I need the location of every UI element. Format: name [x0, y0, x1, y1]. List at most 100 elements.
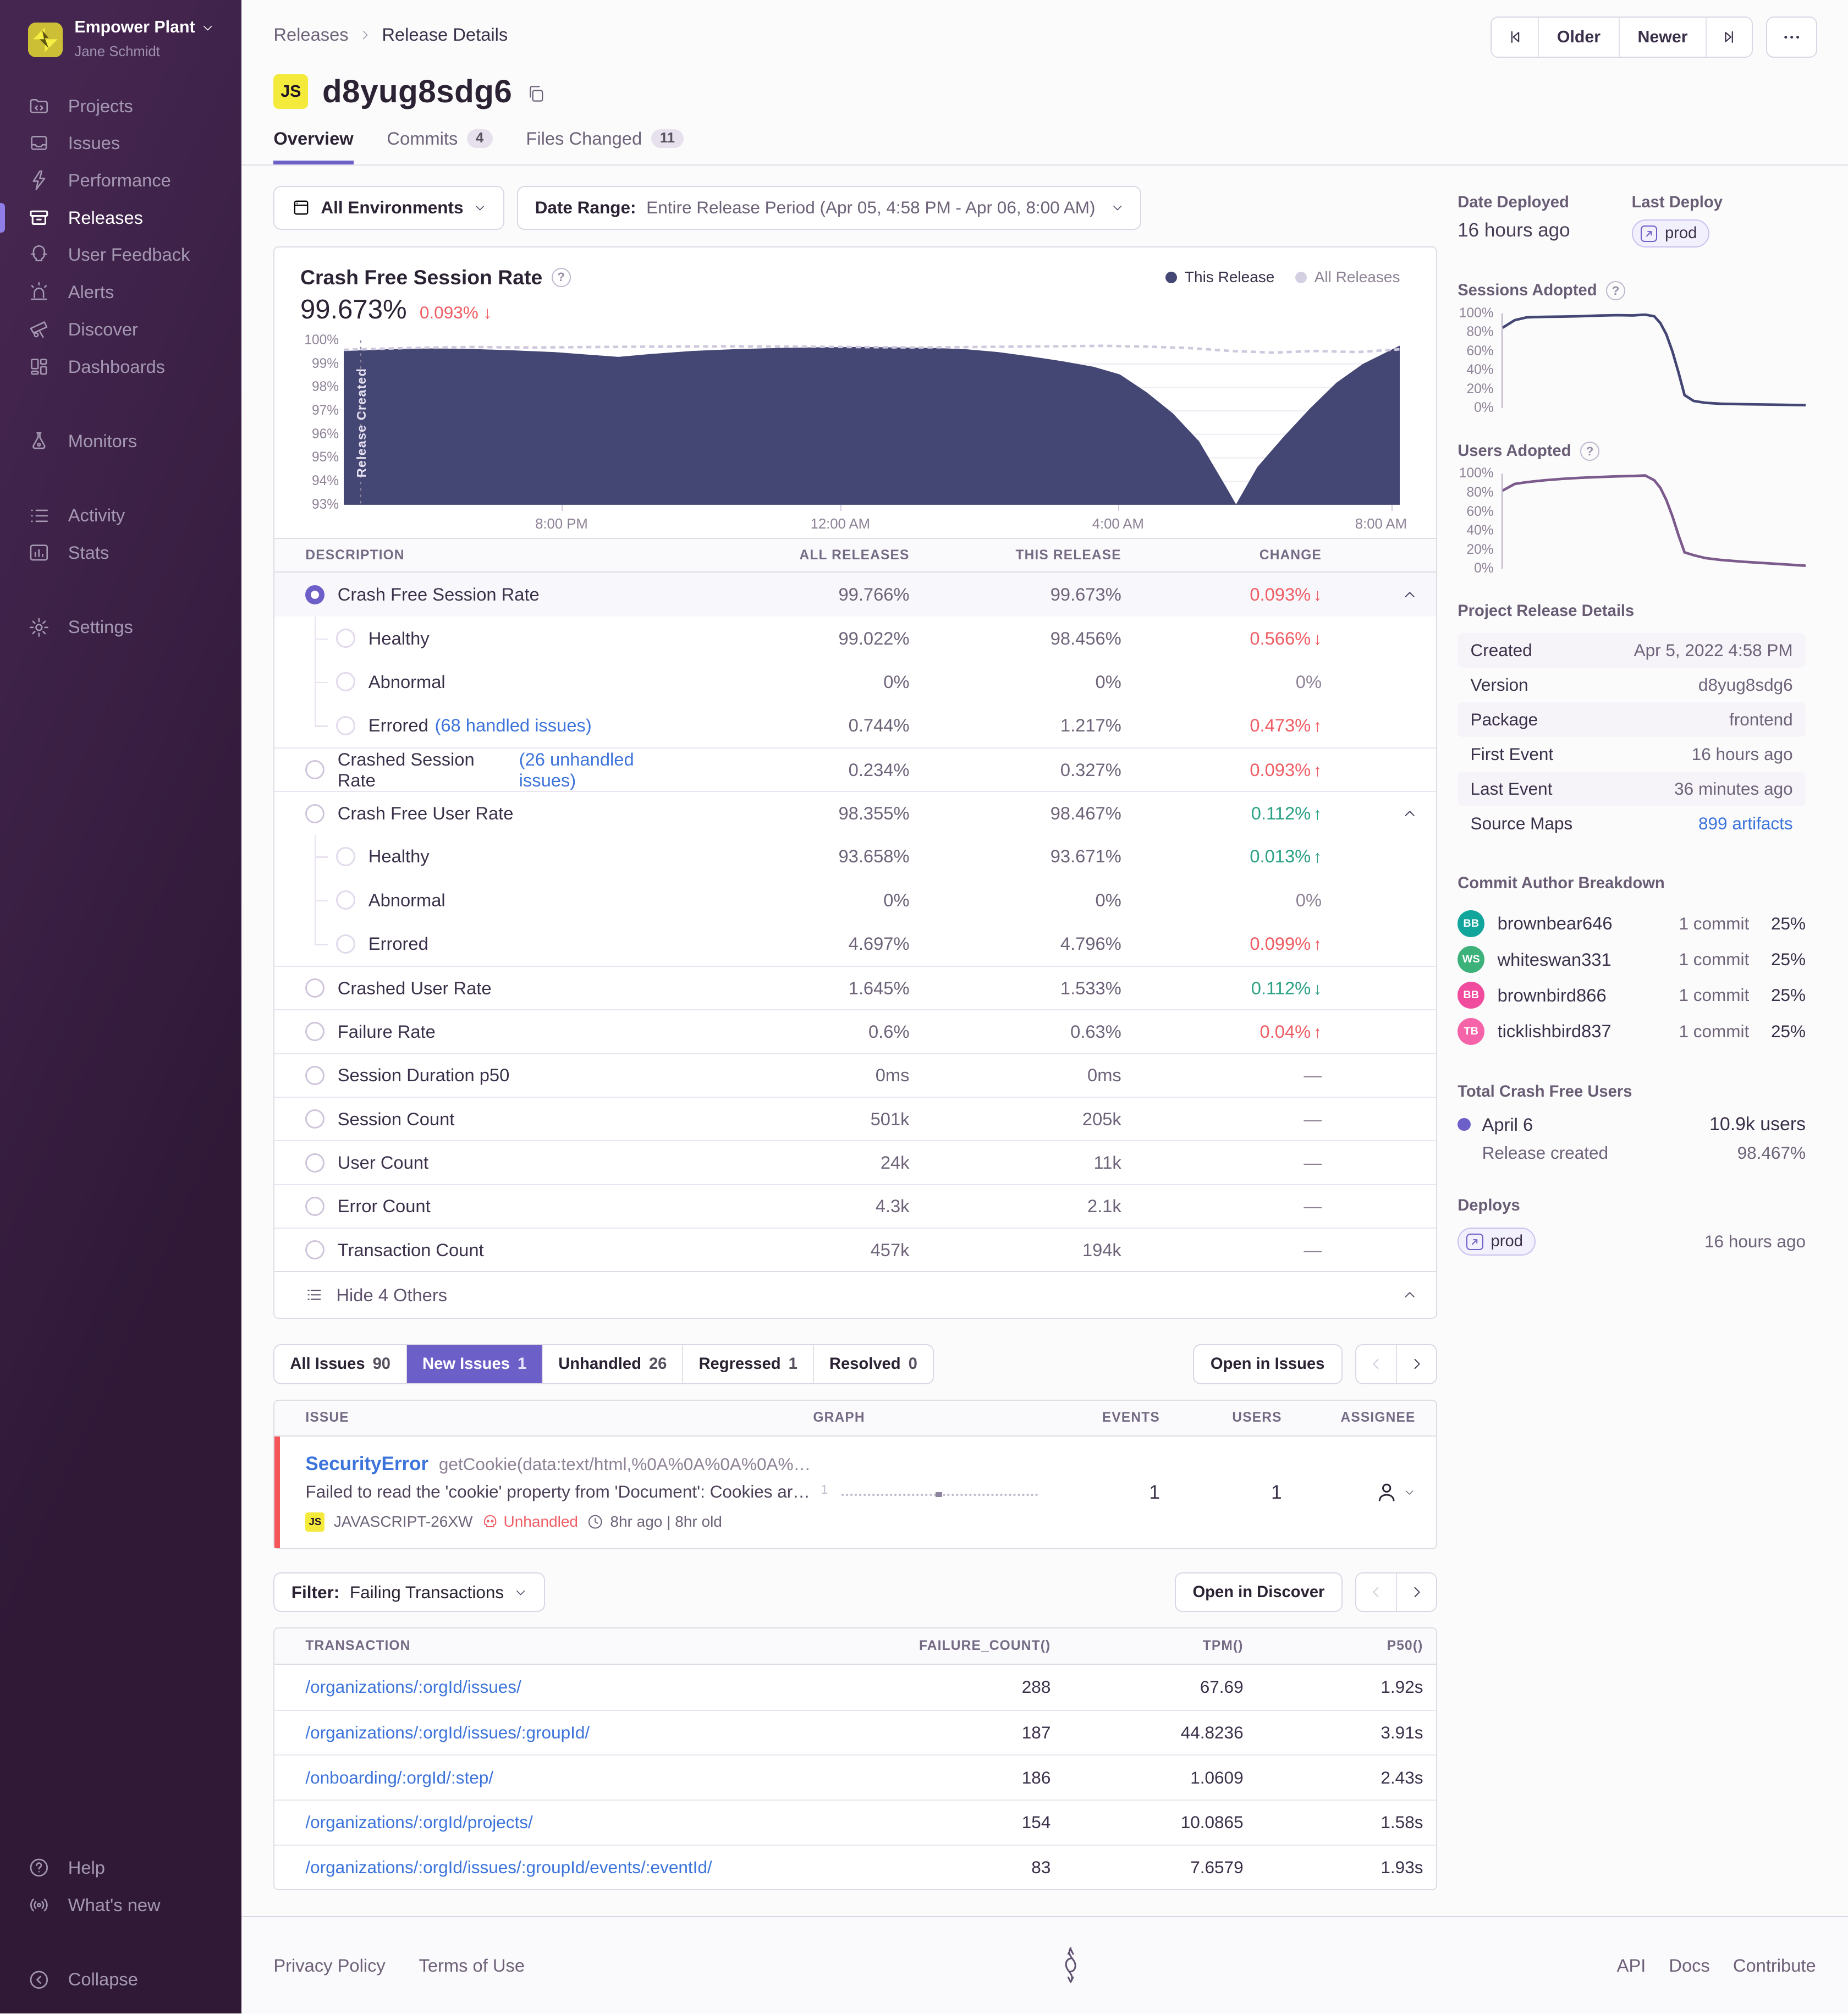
transaction-link[interactable]: /organizations/:orgId/issues/:groupId/	[305, 1722, 590, 1742]
next-page-button[interactable]	[1396, 1345, 1436, 1383]
chevron-up-icon[interactable]	[1401, 805, 1418, 822]
tab[interactable]: Overview	[273, 128, 354, 164]
sidebar-item-help[interactable]: Help	[0, 1849, 241, 1886]
newer-button[interactable]: Newer	[1618, 18, 1706, 57]
tab[interactable]: Commits 4	[387, 128, 493, 164]
metric-issues-link[interactable]: (26 unhandled issues)	[519, 749, 634, 790]
metric-row[interactable]: Session Count 501k 205k —	[274, 1096, 1436, 1140]
environment-filter[interactable]: All Environments	[273, 186, 504, 230]
metric-radio[interactable]	[305, 760, 325, 780]
sidebar-item-stats[interactable]: Stats	[0, 534, 241, 571]
footer-link[interactable]: Privacy Policy	[273, 1955, 386, 1976]
transaction-row[interactable]: /organizations/:orgId/issues/:groupId/ev…	[274, 1844, 1436, 1890]
transaction-link[interactable]: /onboarding/:orgId/:step/	[305, 1767, 494, 1787]
deploy-env-badge[interactable]: prod	[1458, 1228, 1536, 1256]
tab[interactable]: Files Changed 11	[526, 128, 684, 164]
footer-link[interactable]: Terms of Use	[419, 1955, 525, 1976]
metric-row[interactable]: Crash Free Session Rate 99.766% 99.673% …	[274, 573, 1436, 617]
open-in-discover-button[interactable]: Open in Discover	[1175, 1572, 1343, 1613]
prev-page-button[interactable]	[1356, 1345, 1396, 1383]
metric-radio[interactable]	[305, 585, 325, 604]
metric-row[interactable]: User Count 24k 11k —	[274, 1140, 1436, 1184]
metric-row[interactable]: Errored (68 handled issues) 0.744% 1.217…	[274, 703, 1436, 747]
metric-row[interactable]: Session Duration p50 0ms 0ms —	[274, 1053, 1436, 1097]
help-icon[interactable]: ?	[551, 267, 571, 287]
metric-issues-link[interactable]: (68 handled issues)	[435, 715, 592, 736]
skip-to-oldest-button[interactable]	[1492, 18, 1538, 57]
transaction-row[interactable]: /organizations/:orgId/issues/ 288 67.69 …	[274, 1665, 1436, 1710]
sidebar-item-dashboards[interactable]: Dashboards	[0, 348, 241, 386]
older-button[interactable]: Older	[1538, 18, 1619, 57]
copy-icon[interactable]	[526, 84, 546, 103]
transaction-link[interactable]: /organizations/:orgId/issues/:groupId/ev…	[305, 1857, 712, 1878]
sidebar-item-collapse[interactable]: Collapse	[0, 1961, 241, 1999]
sidebar-item-settings[interactable]: Settings	[0, 609, 241, 646]
crash-free-sessions-chart[interactable]: Release Created	[344, 340, 1400, 505]
footer-link[interactable]: Contribute	[1733, 1955, 1816, 1976]
metric-row[interactable]: Crashed Session Rate (26 unhandled issue…	[274, 747, 1436, 791]
open-in-issues-button[interactable]: Open in Issues	[1192, 1344, 1343, 1384]
sidebar-item-projects[interactable]: Projects	[0, 87, 241, 125]
help-icon[interactable]: ?	[1605, 281, 1625, 301]
metric-radio[interactable]	[336, 846, 356, 866]
prev-page-button[interactable]	[1356, 1573, 1396, 1611]
transaction-row[interactable]: /onboarding/:orgId/:step/ 186 1.0609 2.4…	[274, 1754, 1436, 1800]
sidebar-item-activity[interactable]: Activity	[0, 497, 241, 535]
last-deploy-badge[interactable]: prod	[1631, 219, 1710, 248]
org-switcher[interactable]: Empower Plant Jane Schmidt	[0, 13, 241, 67]
more-options-button[interactable]	[1766, 16, 1818, 58]
metric-row[interactable]: Crash Free User Rate 98.355% 98.467% 0.1…	[274, 791, 1436, 834]
sidebar-item-performance[interactable]: Performance	[0, 162, 241, 199]
metric-radio[interactable]	[336, 890, 356, 910]
metric-radio[interactable]	[305, 804, 325, 823]
metric-row[interactable]: Errored 4.697% 4.796% 0.099% ↑	[274, 922, 1436, 965]
sidebar-item-user-feedback[interactable]: User Feedback	[0, 236, 241, 274]
date-range-filter[interactable]: Date Range: Entire Release Period (Apr 0…	[517, 186, 1142, 230]
transaction-link[interactable]: /organizations/:orgId/projects/	[305, 1812, 533, 1833]
sidebar-item-releases[interactable]: Releases	[0, 199, 241, 236]
issue-assignee-selector[interactable]	[1295, 1480, 1436, 1504]
metric-radio[interactable]	[305, 1240, 325, 1260]
sidebar-item-monitors[interactable]: Monitors	[0, 422, 241, 460]
issues-filter-tab[interactable]: Unhandled 26	[542, 1345, 683, 1383]
sidebar-item-discover[interactable]: Discover	[0, 311, 241, 348]
sidebar-item-alerts[interactable]: Alerts	[0, 273, 241, 311]
transaction-row[interactable]: /organizations/:orgId/projects/ 154 10.0…	[274, 1799, 1436, 1845]
issues-filter-tab[interactable]: Regressed 1	[682, 1345, 813, 1383]
footer-link[interactable]: Docs	[1669, 1955, 1710, 1976]
issues-filter-tab[interactable]: New Issues 1	[406, 1345, 542, 1383]
metric-row[interactable]: Transaction Count 457k 194k —	[274, 1228, 1436, 1271]
breadcrumb-releases[interactable]: Releases	[273, 24, 349, 45]
metric-row[interactable]: Crashed User Rate 1.645% 1.533% 0.112% ↓	[274, 965, 1436, 1009]
metric-radio[interactable]	[305, 1109, 325, 1129]
metric-row[interactable]: Healthy 99.022% 98.456% 0.566% ↓	[274, 616, 1436, 661]
metric-radio[interactable]	[305, 978, 325, 998]
metric-row[interactable]: Healthy 93.658% 93.671% 0.013% ↑	[274, 834, 1436, 879]
issue-title-link[interactable]: SecurityError	[305, 1453, 429, 1475]
sidebar-item-issues[interactable]: Issues	[0, 124, 241, 162]
hide-others-toggle[interactable]: Hide 4 Others	[274, 1271, 1436, 1317]
metric-radio[interactable]	[305, 1022, 325, 1042]
next-page-button[interactable]	[1396, 1573, 1436, 1611]
sidebar-item-whats-new[interactable]: What's new	[0, 1886, 241, 1924]
metric-row[interactable]: Failure Rate 0.6% 0.63% 0.04% ↑	[274, 1009, 1436, 1053]
skip-to-newest-button[interactable]	[1706, 18, 1752, 57]
metric-row[interactable]: Abnormal 0% 0% 0%	[274, 878, 1436, 922]
footer-link[interactable]: API	[1616, 1955, 1646, 1976]
chevron-up-icon[interactable]	[1401, 586, 1418, 603]
metric-radio[interactable]	[336, 934, 356, 954]
metric-radio[interactable]	[305, 1153, 325, 1173]
metric-radio[interactable]	[336, 629, 356, 648]
metric-row[interactable]: Abnormal 0% 0% 0%	[274, 660, 1436, 704]
metric-radio[interactable]	[336, 716, 356, 735]
metric-radio[interactable]	[305, 1065, 325, 1085]
issues-filter-tab[interactable]: All Issues 90	[274, 1345, 406, 1383]
metric-radio[interactable]	[305, 1196, 325, 1216]
metric-row[interactable]: Error Count 4.3k 2.1k —	[274, 1184, 1436, 1228]
transaction-link[interactable]: /organizations/:orgId/issues/	[305, 1677, 521, 1697]
metric-radio[interactable]	[336, 672, 356, 692]
help-icon[interactable]: ?	[1580, 442, 1599, 461]
transactions-filter[interactable]: Filter: Failing Transactions	[273, 1572, 545, 1613]
issue-row[interactable]: SecurityError getCookie(data:text/html,%…	[274, 1436, 1436, 1548]
issues-filter-tab[interactable]: Resolved 0	[812, 1345, 933, 1383]
